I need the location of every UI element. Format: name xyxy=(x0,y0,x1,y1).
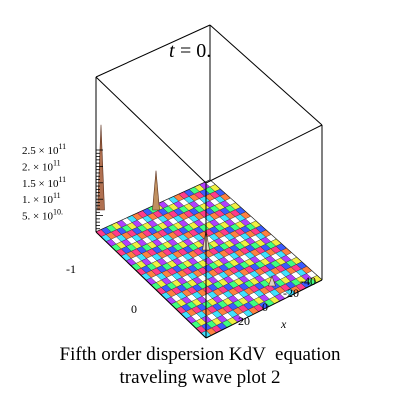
title-variable: t xyxy=(169,40,175,62)
box-edge xyxy=(205,279,323,339)
surface-peaks xyxy=(97,124,276,287)
box-edge xyxy=(95,24,211,78)
box-edge xyxy=(95,76,207,184)
surface-mesh xyxy=(95,179,323,339)
z-tick-label: 1.5 × 1011 xyxy=(22,175,66,190)
caption-line-1: Fifth order dispersion KdV equation xyxy=(59,344,341,365)
x-tick-label: 20 xyxy=(238,314,250,328)
x-tick-label: -20 xyxy=(283,286,299,300)
title-equation: = 0. xyxy=(180,40,211,62)
y-tick-label: 0 xyxy=(131,302,137,316)
z-tick-label: 5. × 1010. xyxy=(22,208,63,223)
z-tick-label: 2. × 1011 xyxy=(22,158,61,173)
x-axis: -40-20 0 20 x xyxy=(238,274,316,331)
y-axis: -1 0 xyxy=(66,262,137,316)
peak-spike xyxy=(97,124,105,211)
x-axis-label: x xyxy=(280,317,287,331)
peak-spike xyxy=(268,275,276,287)
z-tick-label: 2.5 × 1011 xyxy=(22,142,66,157)
box-edge xyxy=(209,24,323,126)
y-tick-label: -1 xyxy=(66,262,76,276)
x-tick-label: -40 xyxy=(300,274,316,288)
figure-caption: Fifth order dispersion KdV equation trav… xyxy=(0,343,400,389)
z-tick-label: 1. × 1011 xyxy=(22,191,61,206)
peak-spike xyxy=(152,170,160,211)
caption-line-2: traveling wave plot 2 xyxy=(119,367,281,388)
x-tick-label: 0 xyxy=(262,300,268,314)
axes-box-front xyxy=(95,76,323,339)
box-edge xyxy=(205,124,323,184)
box-edge xyxy=(95,231,207,339)
plot-title: t = 0. xyxy=(169,40,211,62)
